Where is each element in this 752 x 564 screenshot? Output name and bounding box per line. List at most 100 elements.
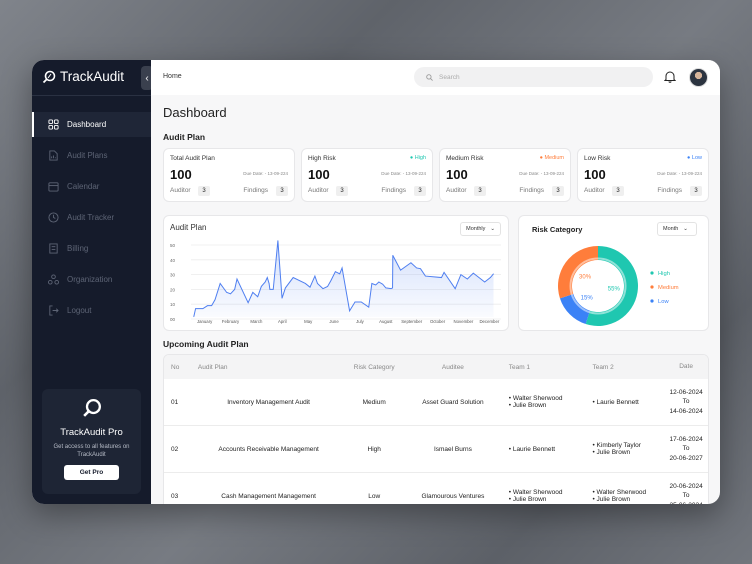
- header: Home Search: [151, 60, 720, 95]
- auditor-count: 3: [336, 186, 348, 196]
- due-date: Due Date: - 13-09-224: [519, 171, 564, 176]
- donut-inner-ring: [569, 257, 627, 315]
- slice-label: 55%: [608, 287, 621, 293]
- kpi-value: 100: [446, 167, 468, 182]
- donut-slice-medium: [558, 246, 598, 299]
- slice-label: 30%: [579, 275, 592, 281]
- data-point: [385, 287, 387, 289]
- team-member: Kimberly Taylor: [592, 442, 664, 449]
- sidebar-item-calendar[interactable]: Calendar: [32, 174, 151, 199]
- period-select[interactable]: Monthly ⌄: [460, 222, 501, 236]
- table-row[interactable]: 01 Inventory Management Audit Medium Ass…: [164, 379, 708, 426]
- column-header[interactable]: Audit Plan: [197, 363, 228, 371]
- sidebar-item-audit-plans[interactable]: Audit Plans: [32, 143, 151, 168]
- column-header[interactable]: No: [171, 363, 180, 371]
- risk-title: Risk Category: [532, 225, 583, 234]
- data-point: [317, 283, 318, 284]
- auditor-count: 3: [474, 186, 486, 196]
- sidebar-item-organization[interactable]: Organization: [32, 267, 151, 292]
- data-point: [339, 273, 341, 275]
- sidebar-item-dashboard[interactable]: Dashboard: [32, 112, 151, 137]
- findings-count: 3: [552, 186, 564, 196]
- chevron-left-icon: ‹: [145, 72, 149, 84]
- findings-count: 3: [690, 186, 702, 196]
- period-select-value: Monthly: [466, 226, 486, 232]
- table-row[interactable]: 03 Cash Management Management Low Glamou…: [164, 473, 708, 504]
- upcoming-audit-table: No Audit Plan Risk Category Auditee Team 1 Te…: [163, 354, 709, 504]
- date-from: 12-06-2024: [669, 389, 703, 397]
- table-header: No Audit Plan Risk Category Auditee Team 1 Te…: [164, 355, 708, 379]
- data-point: [454, 288, 456, 289]
- data-point: [371, 283, 373, 284]
- data-point: [207, 305, 208, 306]
- y-tick-label: 00: [170, 317, 176, 322]
- bell-icon[interactable]: [664, 70, 676, 83]
- x-tick-label: April: [278, 319, 287, 324]
- chart-title: Audit Plan: [170, 223, 207, 232]
- x-tick-label: December: [479, 319, 499, 324]
- report-icon: [49, 150, 58, 161]
- row-auditee: Asset Guard Solution: [422, 398, 484, 406]
- data-point: [378, 281, 380, 283]
- logo-icon: [82, 399, 101, 417]
- month-select-value: Month: [663, 226, 679, 232]
- avatar[interactable]: [689, 68, 708, 87]
- legend-item: Low: [658, 299, 669, 305]
- breadcrumb[interactable]: Home: [163, 73, 182, 80]
- logout-icon: [49, 305, 59, 316]
- kpi-card[interactable]: High Risk ● High 100 Due Date: - 13-09-2…: [301, 148, 433, 202]
- findings-label: Findings: [519, 187, 544, 194]
- sidebar-item-audit-tracker[interactable]: Audit Tracker: [32, 205, 151, 230]
- sidebar-item-label: Organization: [67, 275, 113, 284]
- donut-slice-low: [559, 294, 590, 325]
- date-from: 17-06-2024: [669, 436, 703, 444]
- search-icon: [426, 73, 433, 81]
- kpi-card[interactable]: Medium Risk ● Medium 100 Due Date: - 13-…: [439, 148, 571, 202]
- data-point: [467, 278, 468, 280]
- column-header[interactable]: Date: [679, 363, 693, 371]
- data-point: [193, 316, 195, 318]
- risk-badge-label: Medium: [544, 155, 564, 161]
- row-no: 02: [171, 445, 179, 453]
- data-point: [305, 283, 306, 284]
- kpi-card[interactable]: Low Risk ● Low 100 Due Date: - 13-09-224…: [577, 148, 709, 202]
- legend-item: High: [658, 271, 670, 277]
- legend-dot-icon: [650, 271, 654, 275]
- data-point: [400, 269, 401, 271]
- month-select[interactable]: Month ⌄: [657, 222, 697, 236]
- findings-label: Findings: [381, 187, 406, 194]
- collapse-sidebar-button[interactable]: ‹: [141, 66, 153, 90]
- get-pro-button[interactable]: Get Pro: [64, 465, 119, 481]
- table-row[interactable]: 02 Accounts Receivable Management High I…: [164, 426, 708, 473]
- row-team2: Kimberly TaylorJulie Brown: [580, 442, 664, 456]
- sidebar-item-label: Audit Tracker: [67, 213, 115, 222]
- date-to: 14-06-2024: [669, 407, 703, 415]
- row-audit-plan: Accounts Receivable Management: [218, 445, 319, 453]
- kpi-value: 100: [308, 167, 330, 182]
- audit-plan-line-chart: 00 10 20 30 40 50 January February March April May…: [170, 240, 501, 324]
- x-tick-label: November: [454, 319, 474, 324]
- column-header[interactable]: Auditee: [441, 363, 464, 371]
- data-point: [219, 283, 221, 284]
- data-point: [493, 273, 494, 275]
- legend-dot-icon: [650, 299, 654, 303]
- column-header[interactable]: Team 1: [508, 363, 531, 371]
- dot-icon: ●: [409, 155, 414, 161]
- sidebar-item-logout[interactable]: Logout: [32, 298, 151, 323]
- y-tick-label: 40: [170, 258, 176, 263]
- search-input[interactable]: Search: [414, 67, 653, 87]
- kpi-card[interactable]: Total Audit Plan 100 Due Date: - 13-09-2…: [163, 148, 295, 202]
- data-point: [392, 287, 393, 289]
- page-title: Dashboard: [163, 105, 227, 120]
- sidebar-item-billing[interactable]: Billing: [32, 236, 151, 261]
- data-point: [490, 277, 491, 278]
- data-point: [425, 275, 426, 277]
- team-member: Walter Sherwood: [592, 489, 664, 496]
- search-placeholder: Search: [439, 73, 460, 81]
- column-header[interactable]: Risk Category: [353, 363, 395, 371]
- date-from: 20-06-2024: [669, 483, 703, 491]
- column-header[interactable]: Team 2: [592, 363, 614, 371]
- data-point: [269, 289, 271, 290]
- auditor-label: Auditor: [308, 187, 329, 194]
- data-point: [202, 308, 204, 309]
